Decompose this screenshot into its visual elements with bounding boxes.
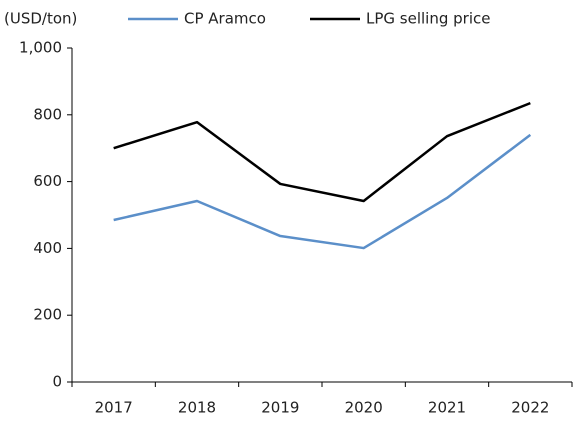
- x-tick-label: 2017: [95, 399, 133, 417]
- x-tick-label: 2020: [345, 399, 383, 417]
- y-tick-label: 800: [33, 105, 62, 123]
- series-line: [113, 133, 532, 250]
- y-tick-label: 1,000: [19, 39, 62, 57]
- x-tick-label: 2019: [261, 399, 299, 417]
- series-line: [113, 101, 531, 203]
- legend-label: CP Aramco: [184, 10, 266, 28]
- x-tick-label: 2022: [511, 399, 549, 417]
- y-tick-label: 600: [33, 172, 62, 190]
- y-tick-label: 0: [52, 373, 62, 391]
- y-tick-label: 200: [33, 306, 62, 324]
- x-tick-label: 2018: [178, 399, 216, 417]
- y-tick-label: 400: [33, 239, 62, 257]
- legend-label: LPG selling price: [366, 10, 490, 28]
- x-tick-label: 2021: [428, 399, 466, 417]
- y-axis-label: (USD/ton): [4, 10, 77, 28]
